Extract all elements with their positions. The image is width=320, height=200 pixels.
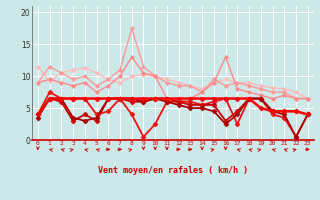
X-axis label: Vent moyen/en rafales ( km/h ): Vent moyen/en rafales ( km/h ) <box>98 166 248 175</box>
